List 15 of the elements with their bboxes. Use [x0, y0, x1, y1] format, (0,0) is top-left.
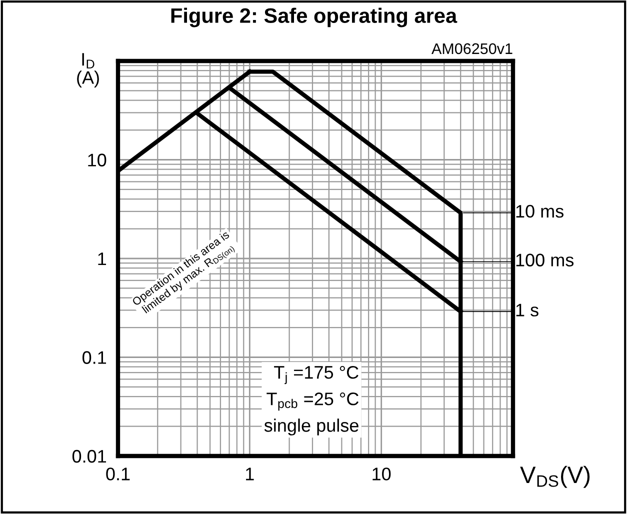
chart-subtitle: AM06250v1 — [432, 43, 512, 54]
x-tick-label: 1 — [246, 468, 254, 480]
legend-label: 1 s — [516, 304, 538, 316]
x-tick-label: 0.1 — [106, 468, 130, 480]
text: T$_{j}$ =175 °C T$_{pcb}$ =25 °C single pulse — [264, 366, 359, 436]
y-tick-label: 0.01 — [72, 450, 106, 463]
y-axis-title: I$_{D}$ (A) — [77, 53, 99, 88]
y-tick-label: 0.1 — [82, 351, 106, 364]
y-tick-label: 10 — [88, 154, 106, 166]
y-tick-label: 1 — [98, 252, 106, 266]
legend-label: 100 ms — [516, 254, 574, 266]
x-axis-title: V$_{DS}$(V) — [520, 466, 590, 488]
legend-label: 10 ms — [516, 204, 564, 218]
x-tick-label: 10 — [372, 468, 391, 480]
chart-title: Figure 2: Safe operating area — [171, 8, 458, 28]
